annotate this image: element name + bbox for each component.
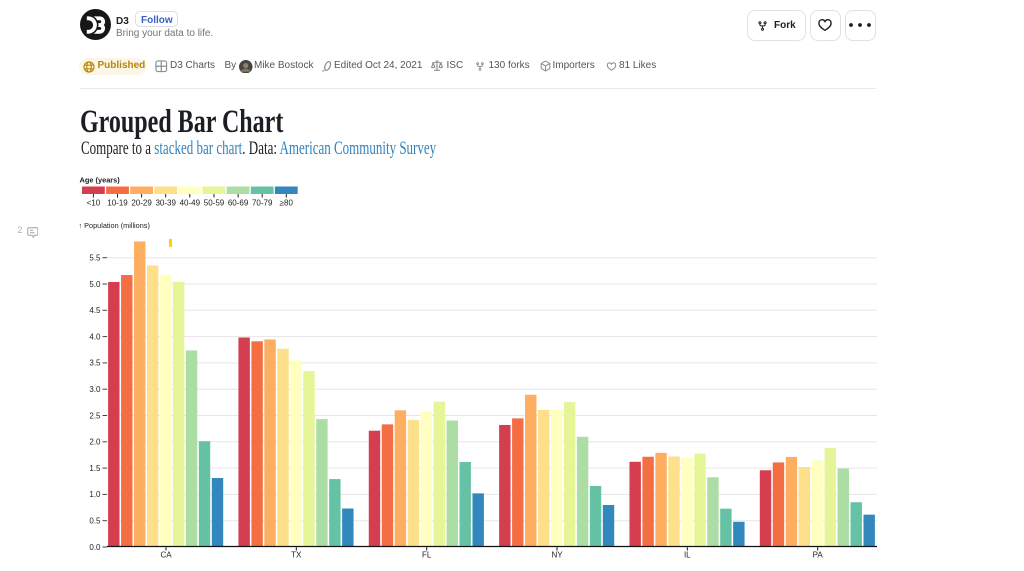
svg-text:2.0: 2.0 bbox=[89, 438, 101, 447]
svg-text:1.0: 1.0 bbox=[89, 490, 101, 499]
svg-text:30-39: 30-39 bbox=[155, 199, 176, 208]
svg-text:↑ Population (millions): ↑ Population (millions) bbox=[79, 221, 150, 230]
svg-text:10-19: 10-19 bbox=[107, 199, 128, 208]
svg-text:0.0: 0.0 bbox=[89, 543, 101, 552]
svg-text:IL: IL bbox=[684, 551, 691, 560]
svg-text:FL: FL bbox=[422, 551, 432, 560]
svg-text:TX: TX bbox=[291, 551, 302, 560]
svg-text:≥80: ≥80 bbox=[280, 199, 294, 208]
svg-text:50-59: 50-59 bbox=[204, 199, 225, 208]
svg-text:Age (years): Age (years) bbox=[80, 175, 121, 184]
svg-text:5.5: 5.5 bbox=[89, 254, 101, 263]
svg-text:0.5: 0.5 bbox=[89, 517, 101, 526]
svg-text:5.0: 5.0 bbox=[89, 280, 101, 289]
svg-text:CA: CA bbox=[160, 551, 172, 560]
svg-text:3.5: 3.5 bbox=[89, 359, 101, 368]
svg-text:NY: NY bbox=[551, 551, 563, 560]
svg-text:PA: PA bbox=[813, 551, 824, 560]
svg-text:1.5: 1.5 bbox=[89, 464, 101, 473]
svg-text:60-69: 60-69 bbox=[228, 199, 249, 208]
svg-text:4.0: 4.0 bbox=[89, 332, 101, 341]
svg-text:2.5: 2.5 bbox=[89, 411, 101, 420]
svg-text:3.0: 3.0 bbox=[89, 385, 101, 394]
svg-text:40-49: 40-49 bbox=[180, 199, 201, 208]
svg-text:4.5: 4.5 bbox=[89, 306, 101, 315]
svg-text:70-79: 70-79 bbox=[252, 199, 273, 208]
svg-text:<10: <10 bbox=[87, 199, 101, 208]
svg-text:20-29: 20-29 bbox=[131, 199, 152, 208]
